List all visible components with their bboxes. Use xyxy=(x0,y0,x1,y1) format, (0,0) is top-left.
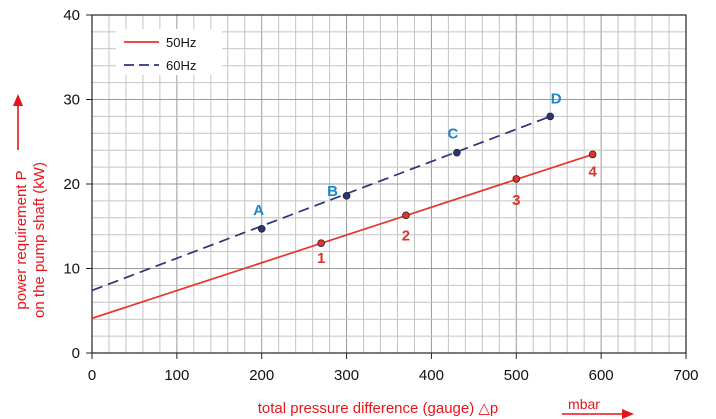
legend-label-50Hz: 50Hz xyxy=(166,35,196,50)
x-tick-label: 600 xyxy=(589,367,614,384)
y-tick-label: 10 xyxy=(63,261,80,278)
data-point-4 xyxy=(588,150,597,159)
point-label-4: 4 xyxy=(588,163,597,180)
y-axis-label-line1: power requirement P xyxy=(13,170,30,309)
x-axis-unit: mbar xyxy=(568,396,600,412)
y-tick-label: 40 xyxy=(63,7,80,24)
y-tick-label: 0 xyxy=(72,345,80,362)
point-label-B: B xyxy=(327,183,338,200)
data-point-C xyxy=(453,148,461,157)
data-point-A xyxy=(257,224,266,233)
point-label-2: 2 xyxy=(402,227,410,244)
x-tick-label: 100 xyxy=(164,367,189,384)
y-tick-label: 30 xyxy=(63,92,80,109)
series-line-50Hz xyxy=(91,153,593,320)
legend-label-60Hz: 60Hz xyxy=(166,58,196,73)
data-point-1 xyxy=(317,239,325,247)
x-tick-label: 200 xyxy=(249,367,274,384)
axis-labels: total pressure difference (gauge) △p mbar… xyxy=(13,94,634,419)
x-tick-label: 400 xyxy=(419,367,444,384)
data-point-B xyxy=(342,192,351,200)
data-point-3 xyxy=(512,175,521,183)
data-point-D xyxy=(546,112,555,121)
y-axis-arrow-head xyxy=(13,94,23,106)
x-axis-label: total pressure difference (gauge) △p xyxy=(258,400,499,417)
point-label-3: 3 xyxy=(512,192,520,209)
legend: 50Hz 60Hz xyxy=(116,29,222,75)
point-label-1: 1 xyxy=(317,250,325,267)
axes: 0 100 200 300 400 500 600 700 0 10 20 30 40 xyxy=(63,7,698,384)
y-tick-label: 20 xyxy=(63,176,80,193)
x-axis-arrow-head xyxy=(622,409,634,419)
y-axis-label-line2: on the pump shaft (kW) xyxy=(31,162,48,318)
x-tick-label: 300 xyxy=(334,367,359,384)
x-tick-label: 700 xyxy=(673,367,698,384)
point-label-C: C xyxy=(447,126,458,143)
x-tick-label: 500 xyxy=(504,367,529,384)
point-label-A: A xyxy=(253,202,264,219)
series-line-60Hz xyxy=(91,115,551,292)
data-point-2 xyxy=(402,211,410,220)
x-tick-label: 0 xyxy=(88,367,96,384)
series-layer: 1 2 3 4 A B C D xyxy=(91,90,597,320)
legend-box xyxy=(116,29,222,75)
point-label-D: D xyxy=(551,90,562,107)
